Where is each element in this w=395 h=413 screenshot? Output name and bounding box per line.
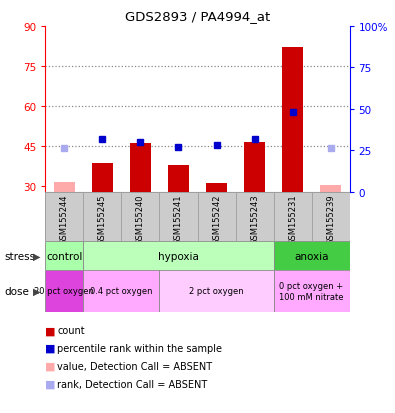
Text: 0 pct oxygen +
100 mM nitrate: 0 pct oxygen + 100 mM nitrate bbox=[279, 282, 344, 301]
Bar bbox=[45, 242, 83, 271]
Text: 2 pct oxygen: 2 pct oxygen bbox=[189, 287, 244, 296]
Bar bbox=[198, 192, 235, 242]
Text: ■: ■ bbox=[45, 361, 56, 371]
Bar bbox=[83, 242, 274, 271]
Text: value, Detection Call = ABSENT: value, Detection Call = ABSENT bbox=[57, 361, 213, 371]
Text: GSM155243: GSM155243 bbox=[250, 194, 259, 244]
Bar bbox=[83, 271, 160, 312]
Bar bbox=[273, 192, 312, 242]
Text: ▶: ▶ bbox=[33, 286, 40, 296]
Text: count: count bbox=[57, 325, 85, 335]
Text: ■: ■ bbox=[45, 343, 56, 353]
Bar bbox=[130, 144, 151, 192]
Text: 0.4 pct oxygen: 0.4 pct oxygen bbox=[90, 287, 153, 296]
Bar bbox=[160, 271, 273, 312]
Text: control: control bbox=[46, 251, 83, 261]
Text: percentile rank within the sample: percentile rank within the sample bbox=[57, 343, 222, 353]
Text: GSM155231: GSM155231 bbox=[288, 194, 297, 244]
Bar bbox=[122, 192, 160, 242]
Text: stress: stress bbox=[4, 251, 35, 261]
Text: GSM155241: GSM155241 bbox=[174, 194, 183, 244]
Bar bbox=[235, 192, 274, 242]
Text: ■: ■ bbox=[45, 325, 56, 335]
Bar bbox=[320, 185, 341, 192]
Bar bbox=[92, 164, 113, 192]
Bar bbox=[168, 165, 189, 192]
Bar bbox=[273, 271, 350, 312]
Text: hypoxia: hypoxia bbox=[158, 251, 199, 261]
Text: rank, Detection Call = ABSENT: rank, Detection Call = ABSENT bbox=[57, 379, 207, 389]
Text: GSM155242: GSM155242 bbox=[212, 194, 221, 244]
Bar bbox=[312, 192, 350, 242]
Text: 20 pct oxygen: 20 pct oxygen bbox=[34, 287, 94, 296]
Text: GSM155239: GSM155239 bbox=[326, 194, 335, 244]
Text: ▶: ▶ bbox=[33, 251, 40, 261]
Bar bbox=[273, 242, 350, 271]
Bar bbox=[244, 143, 265, 192]
Text: GDS2893 / PA4994_at: GDS2893 / PA4994_at bbox=[125, 10, 270, 23]
Text: ■: ■ bbox=[45, 379, 56, 389]
Bar bbox=[54, 183, 75, 192]
Text: dose: dose bbox=[4, 286, 29, 296]
Bar bbox=[45, 192, 83, 242]
Text: GSM155244: GSM155244 bbox=[60, 194, 69, 244]
Text: anoxia: anoxia bbox=[294, 251, 329, 261]
Bar bbox=[83, 192, 122, 242]
Bar bbox=[160, 192, 198, 242]
Bar bbox=[206, 184, 227, 192]
Bar bbox=[45, 271, 83, 312]
Text: GSM155245: GSM155245 bbox=[98, 194, 107, 244]
Text: GSM155240: GSM155240 bbox=[136, 194, 145, 244]
Bar bbox=[282, 48, 303, 192]
